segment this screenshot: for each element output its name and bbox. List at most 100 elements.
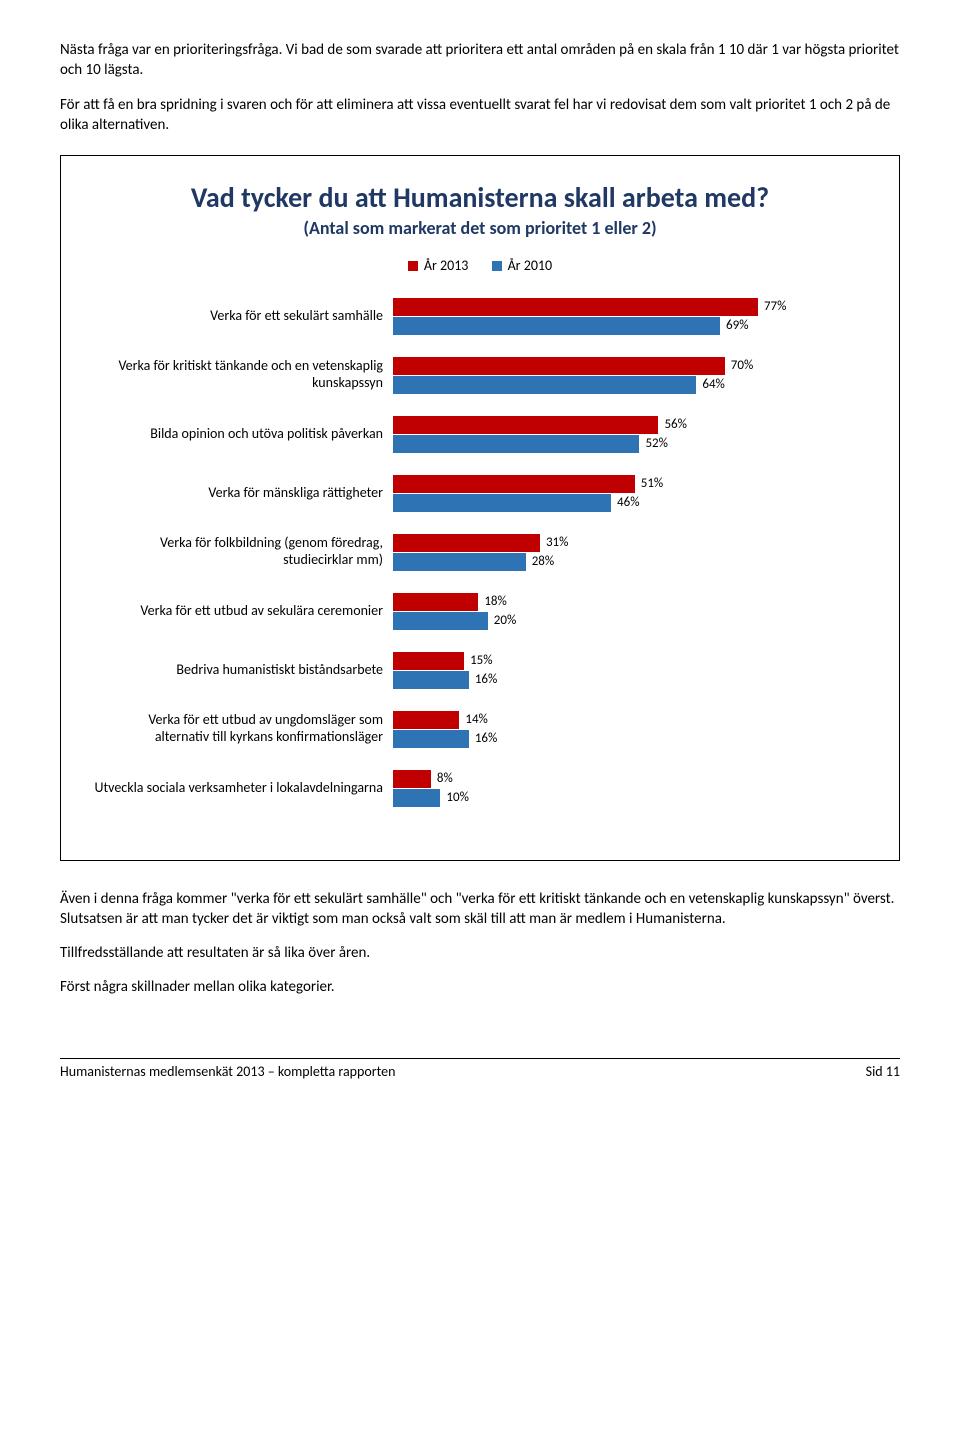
bar-fill-2013 [393,711,459,729]
row-label: Bilda opinion och utöva politisk påverka… [93,426,393,443]
bar-fill-2013 [393,298,758,316]
bar-2013: 51% [393,475,867,493]
bar-2013: 14% [393,711,867,729]
bar-value-2013: 15% [470,653,492,668]
chart-legend: År 2013 År 2010 [93,257,867,275]
row-bars: 56%52% [393,415,867,454]
bar-2010: 10% [393,789,867,807]
chart-row: Bedriva humanistiskt biståndsarbete15%16… [93,651,867,690]
page-footer: Humanisternas medlemsenkät 2013 – komple… [60,1058,900,1080]
row-label: Verka för ett utbud av ungdomsläger som … [93,712,393,746]
legend-swatch-2010 [492,261,502,271]
bar-2010: 16% [393,671,867,689]
row-label: Verka för mänskliga rättigheter [93,485,393,502]
bar-value-2013: 51% [641,476,663,491]
bar-2010: 52% [393,435,867,453]
bar-2013: 8% [393,770,867,788]
outro-paragraph-3: Först några skillnader mellan olika kate… [60,977,900,997]
row-bars: 31%28% [393,533,867,572]
bar-2013: 18% [393,593,867,611]
bar-2010: 69% [393,317,867,335]
bar-value-2010: 20% [494,613,516,628]
footer-left: Humanisternas medlemsenkät 2013 – komple… [60,1063,395,1080]
bar-2013: 31% [393,534,867,552]
bar-fill-2010 [393,494,611,512]
chart-row: Bilda opinion och utöva politisk påverka… [93,415,867,454]
bar-value-2013: 31% [546,535,568,550]
bar-value-2013: 14% [465,712,487,727]
bar-2013: 56% [393,416,867,434]
bar-value-2013: 56% [664,417,686,432]
bar-2013: 15% [393,652,867,670]
bar-2010: 28% [393,553,867,571]
chart-title: Vad tycker du att Humanisterna skall arb… [93,180,867,215]
bar-value-2010: 16% [475,731,497,746]
bar-2010: 20% [393,612,867,630]
row-bars: 15%16% [393,651,867,690]
legend-label-2013: År 2013 [424,257,469,274]
chart-container: Vad tycker du att Humanisterna skall arb… [60,155,900,861]
bar-2010: 16% [393,730,867,748]
bar-value-2013: 8% [437,771,453,786]
row-label: Verka för ett utbud av sekulära ceremoni… [93,603,393,620]
row-bars: 70% 64% [393,356,867,395]
bar-value-2010: 10% [446,790,468,805]
bar-fill-2010 [393,612,488,630]
row-label: Verka för ett sekulärt samhälle [93,308,393,325]
intro-paragraph-1: Nästa fråga var en prioriteringsfråga. V… [60,40,900,81]
row-bars: 14%16% [393,710,867,749]
bar-value-2010: 52% [645,436,667,451]
legend-swatch-2013 [408,261,418,271]
row-label: Verka för folkbildning (genom föredrag, … [93,535,393,569]
legend-item-2013: År 2013 [408,257,469,274]
bar-2013: 77% [393,298,867,316]
row-label: Verka för kritiskt tänkande och en veten… [93,358,393,392]
outro-paragraph-2: Tillfredsställande att resultaten är så … [60,943,900,963]
bar-fill-2013 [393,475,635,493]
bar-value-2013: 70% [731,358,753,373]
bar-fill-2010 [393,789,440,807]
bar-value-2010: 16% [475,672,497,687]
chart-subtitle: (Antal som markerat det som prioritet 1 … [93,217,867,239]
row-bars: 51%46% [393,474,867,513]
chart-row: Verka för ett utbud av ungdomsläger som … [93,710,867,749]
bar-fill-2010 [393,553,526,571]
bar-value-2010: 46% [617,495,639,510]
bar-fill-2013 [393,593,478,611]
bar-2010: 64% [393,376,867,394]
bar-value-2013: 18% [484,594,506,609]
chart-row: Utveckla sociala verksamheter i lokalavd… [93,769,867,808]
footer-right: Sid 11 [866,1063,900,1080]
row-bars: 8%10% [393,769,867,808]
bar-fill-2013 [393,416,658,434]
bar-fill-2010 [393,376,696,394]
bar-fill-2013 [393,770,431,788]
bar-fill-2013 [393,534,540,552]
row-label: Utveckla sociala verksamheter i lokalavd… [93,780,393,797]
chart-row: Verka för ett sekulärt samhälle 77% 69% [93,297,867,336]
chart-row: Verka för folkbildning (genom föredrag, … [93,533,867,572]
bar-value-2010: 28% [532,554,554,569]
bar-2010: 46% [393,494,867,512]
bar-fill-2010 [393,730,469,748]
legend-item-2010: År 2010 [492,257,553,274]
bar-2013: 70% [393,357,867,375]
bar-value-2013: 77% [764,299,786,314]
legend-label-2010: År 2010 [508,257,553,274]
chart-rows: Verka för ett sekulärt samhälle77%69%Ver… [93,297,867,808]
intro-paragraph-2: För att få en bra spridning i svaren och… [60,95,900,136]
chart-row: Verka för mänskliga rättigheter51%46% [93,474,867,513]
bar-fill-2010 [393,671,469,689]
outro-paragraph-1: Även i denna fråga kommer "verka för ett… [60,889,900,930]
bar-fill-2013 [393,357,725,375]
bar-fill-2010 [393,317,720,335]
bar-value-2010: 69% [726,318,748,333]
bar-fill-2013 [393,652,464,670]
chart-row: Verka för ett utbud av sekulära ceremoni… [93,592,867,631]
bar-fill-2010 [393,435,639,453]
row-bars: 18%20% [393,592,867,631]
row-bars: 77% 69% [393,297,867,336]
bar-value-2010: 64% [702,377,724,392]
row-label: Bedriva humanistiskt biståndsarbete [93,662,393,679]
chart-row: Verka för kritiskt tänkande och en veten… [93,356,867,395]
